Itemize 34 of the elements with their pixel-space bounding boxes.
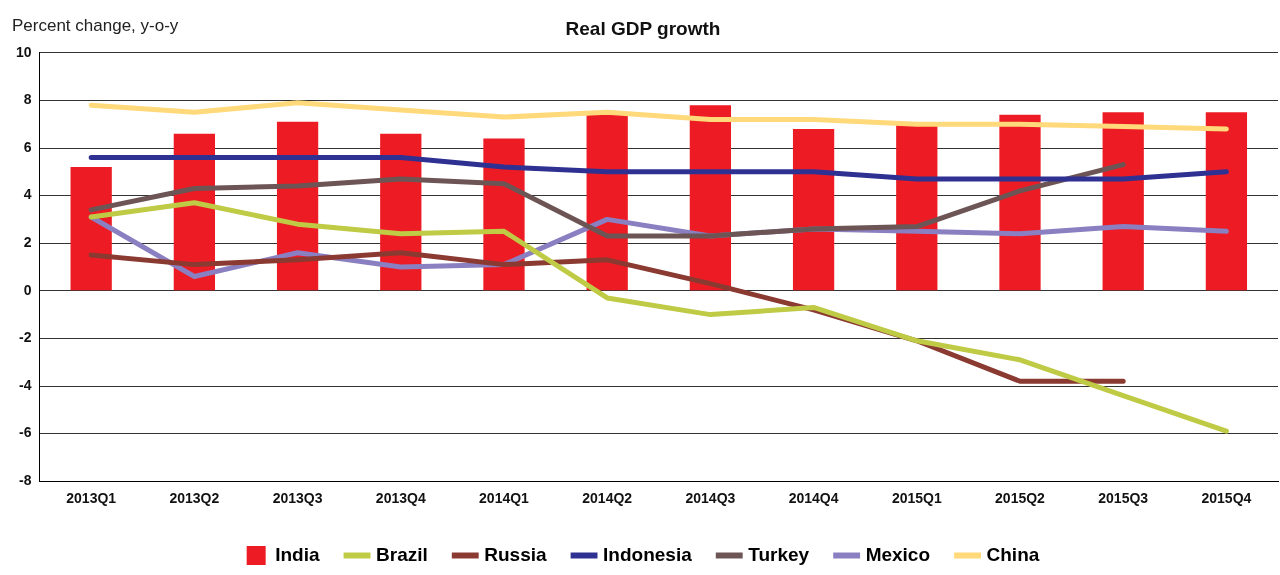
x-tick-label: 2014Q2 [582,490,633,507]
x-tick-label: 2013Q4 [375,490,426,507]
y-tick-label: -4 [19,376,32,393]
x-tick-label: 2014Q1 [479,490,530,507]
y-tick-label: 6 [23,138,32,155]
legend-label: Russia [484,543,547,565]
x-tick-label: 2013Q2 [169,490,220,507]
y-tick-label: -8 [19,472,32,489]
legend-label: Mexico [865,543,931,565]
bar [70,167,112,291]
bar [1205,112,1248,291]
legend-label: Brazil [376,543,428,565]
x-tick-label: 2013Q3 [272,490,323,507]
y-tick-label: 2 [23,234,32,251]
x-tick-label: 2014Q4 [788,490,839,507]
legend-label: Turkey [748,543,810,565]
y-tick-label: 8 [23,91,32,108]
y-tick-label: 10 [15,43,32,60]
legend-label: India [275,543,320,565]
bar [792,128,835,291]
chart-title: Real GDP growth [565,17,721,39]
y-tick-label: 0 [23,281,32,298]
x-tick-label: 2014Q3 [685,490,736,507]
y-axis-title: Percent change, y-o-y [12,16,179,36]
legend-label: Indonesia [603,543,693,565]
x-tick-label: 2015Q1 [891,490,942,507]
y-tick-label: -2 [19,329,32,346]
legend-label: China [986,543,1040,565]
x-tick-label: 2015Q3 [1098,490,1149,507]
x-tick-label: 2015Q4 [1201,490,1252,507]
x-tick-label: 2015Q2 [995,490,1046,507]
x-tick-label: 2013Q1 [66,490,117,507]
y-tick-label: -6 [19,424,32,441]
y-tick-label: 4 [23,186,32,203]
